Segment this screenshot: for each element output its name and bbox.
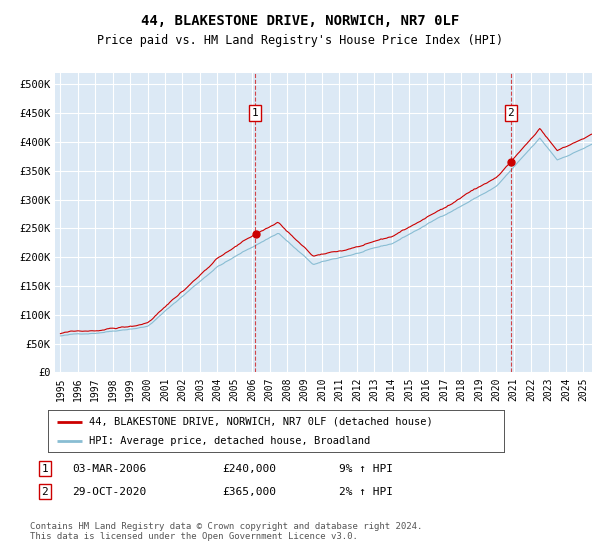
Text: Price paid vs. HM Land Registry's House Price Index (HPI): Price paid vs. HM Land Registry's House … [97, 34, 503, 46]
Text: 1: 1 [252, 108, 259, 118]
Text: 2: 2 [508, 108, 514, 118]
Text: 1: 1 [41, 464, 49, 474]
Text: HPI: Average price, detached house, Broadland: HPI: Average price, detached house, Broa… [89, 436, 370, 446]
Text: 29-OCT-2020: 29-OCT-2020 [72, 487, 146, 497]
Text: Contains HM Land Registry data © Crown copyright and database right 2024.
This d: Contains HM Land Registry data © Crown c… [30, 522, 422, 542]
Text: 03-MAR-2006: 03-MAR-2006 [72, 464, 146, 474]
Text: 44, BLAKESTONE DRIVE, NORWICH, NR7 0LF: 44, BLAKESTONE DRIVE, NORWICH, NR7 0LF [141, 14, 459, 28]
Text: 9% ↑ HPI: 9% ↑ HPI [339, 464, 393, 474]
Text: 2% ↑ HPI: 2% ↑ HPI [339, 487, 393, 497]
Point [251, 230, 260, 239]
Text: £240,000: £240,000 [222, 464, 276, 474]
Text: £365,000: £365,000 [222, 487, 276, 497]
Text: 44, BLAKESTONE DRIVE, NORWICH, NR7 0LF (detached house): 44, BLAKESTONE DRIVE, NORWICH, NR7 0LF (… [89, 417, 433, 427]
Point [506, 157, 515, 166]
Text: 2: 2 [41, 487, 49, 497]
